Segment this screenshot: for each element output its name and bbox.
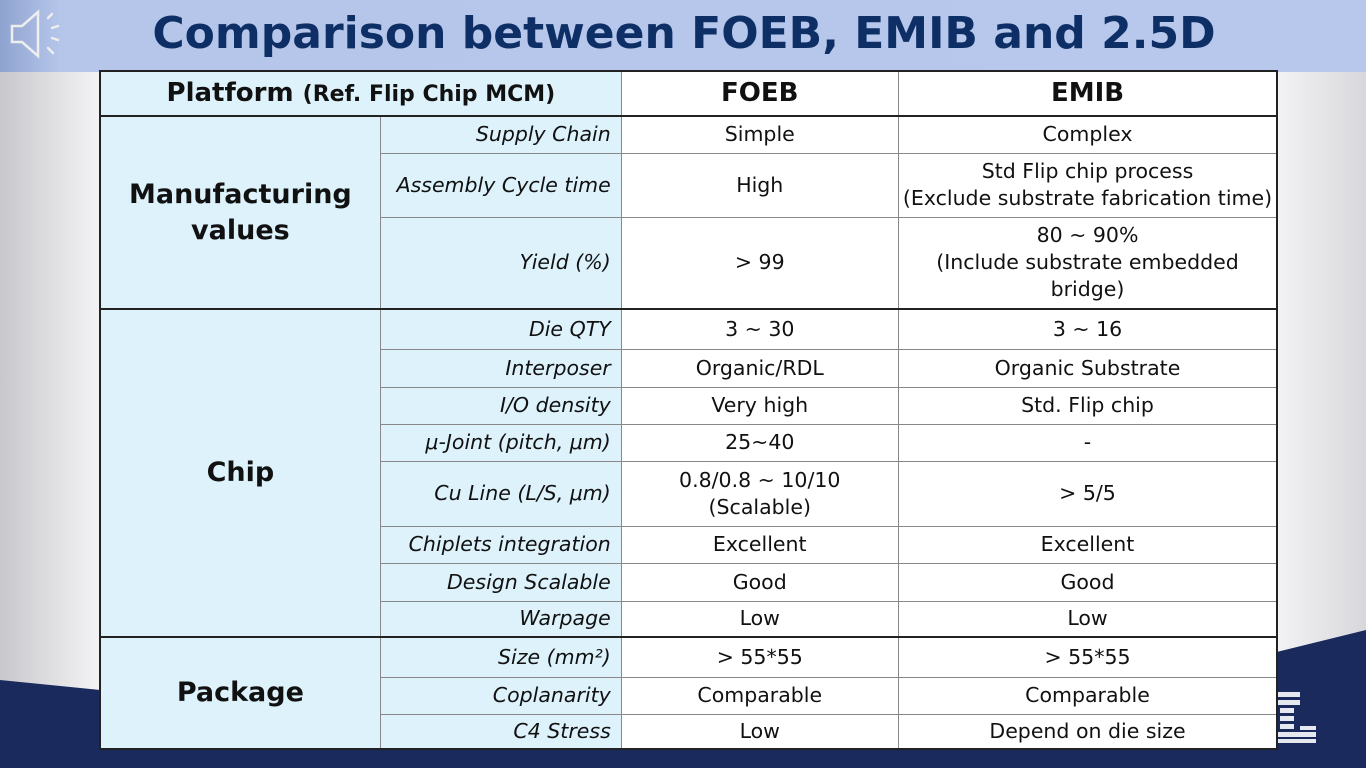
emib-cell: 3 ~ 16: [897, 308, 1278, 350]
slide-title: Comparison between FOEB, EMIB and 2.5D: [152, 8, 1216, 59]
emib-cell: > 5/5: [897, 460, 1278, 527]
foeb-cell: Simple: [620, 115, 899, 154]
foeb-cell: Low: [620, 600, 899, 638]
table-row: Coplanarity Comparable Comparable: [100, 676, 1278, 715]
emib-cell: Std. Flip chip: [897, 386, 1278, 425]
table-row: Manufacturing values Supply Chain Simple Co…: [99, 115, 1278, 310]
emib-cell: Depend on die size: [897, 713, 1278, 750]
emib-cell: > 55*55: [897, 636, 1278, 678]
row-label: Supply Chain: [379, 115, 622, 154]
table-row: Cu Line (L/S, μm) 0.8/0.8 ~ 10/10 (Scalab…: [100, 460, 1278, 527]
row-label: Assembly Cycle time: [379, 152, 622, 218]
foeb-cell: > 55*55: [620, 636, 899, 678]
foeb-cell: Low: [620, 713, 899, 750]
emib-cell: 80 ~ 90% (Include substrate embedded bri…: [897, 216, 1278, 310]
group-label: Package: [99, 636, 381, 750]
emib-cell: Complex: [897, 115, 1278, 154]
row-label: C4 Stress: [379, 713, 622, 750]
group-label: Manufacturing values: [99, 115, 381, 310]
row-label: I/O density: [379, 386, 622, 425]
foeb-cell: Comparable: [620, 676, 899, 715]
table-row: Warpage Low Low: [100, 600, 1278, 638]
row-label: Size (mm²): [379, 636, 622, 678]
header-row: Platform (Ref. Flip Chip MCM) FOEB EMIB: [99, 70, 1278, 117]
comparison-table: Platform (Ref. Flip Chip MCM) FOEB EMIB …: [99, 70, 1279, 750]
emib-cell: Excellent: [897, 525, 1278, 564]
table-row: Interposer Organic/RDL Organic Substrate: [100, 348, 1278, 388]
emib-cell: Comparable: [897, 676, 1278, 715]
row-label: Coplanarity: [379, 676, 622, 715]
foeb-cell: High: [620, 152, 899, 218]
row-label: Chiplets integration: [379, 525, 622, 564]
emib-cell: Std Flip chip process (Exclude substrate…: [897, 152, 1278, 218]
emib-cell: Organic Substrate: [897, 348, 1278, 388]
table-row: Yield (%) > 99 80 ~ 90% (Include substrate…: [100, 216, 1278, 310]
table-row: Package Size (mm²) > 55*55 > 55*55: [99, 636, 1278, 750]
foeb-cell: Very high: [620, 386, 899, 425]
row-label: Yield (%): [379, 216, 622, 310]
logo-icon: [1274, 692, 1316, 743]
slide-left-edge: [0, 72, 100, 768]
foeb-cell: 25~40: [620, 423, 899, 462]
row-label: Die QTY: [379, 308, 622, 350]
foeb-cell: Good: [620, 562, 899, 602]
table-row: Chip Die QTY 3 ~ 30 3 ~ 16: [99, 308, 1278, 638]
table-row: Design Scalable Good Good: [100, 562, 1278, 602]
title-band: [0, 0, 1366, 72]
table-row: I/O density Very high Std. Flip chip: [100, 386, 1278, 425]
foeb-cell: 0.8/0.8 ~ 10/10 (Scalable): [620, 460, 899, 527]
table-row: Chiplets integration Excellent Excellent: [100, 525, 1278, 564]
row-label: Warpage: [379, 600, 622, 638]
table-row: C4 Stress Low Depend on die size: [100, 713, 1278, 750]
emib-cell: Good: [897, 562, 1278, 602]
row-label: Cu Line (L/S, μm): [379, 460, 622, 527]
row-label: Design Scalable: [379, 562, 622, 602]
platform-header: Platform (Ref. Flip Chip MCM): [99, 70, 622, 117]
foeb-cell: Excellent: [620, 525, 899, 564]
foeb-header: FOEB: [620, 70, 899, 117]
emib-cell: -: [897, 423, 1278, 462]
table-row: Assembly Cycle time High Std Flip chip pro…: [100, 152, 1278, 218]
foeb-cell: 3 ~ 30: [620, 308, 899, 350]
emib-header: EMIB: [897, 70, 1278, 117]
row-label: μ-Joint (pitch, μm): [379, 423, 622, 462]
foeb-cell: Organic/RDL: [620, 348, 899, 388]
foeb-cell: > 99: [620, 216, 899, 310]
speaker-icon[interactable]: [8, 8, 68, 60]
group-label: Chip: [99, 308, 381, 638]
emib-cell: Low: [897, 600, 1278, 638]
row-label: Interposer: [379, 348, 622, 388]
table-row: μ-Joint (pitch, μm) 25~40-: [100, 423, 1278, 462]
